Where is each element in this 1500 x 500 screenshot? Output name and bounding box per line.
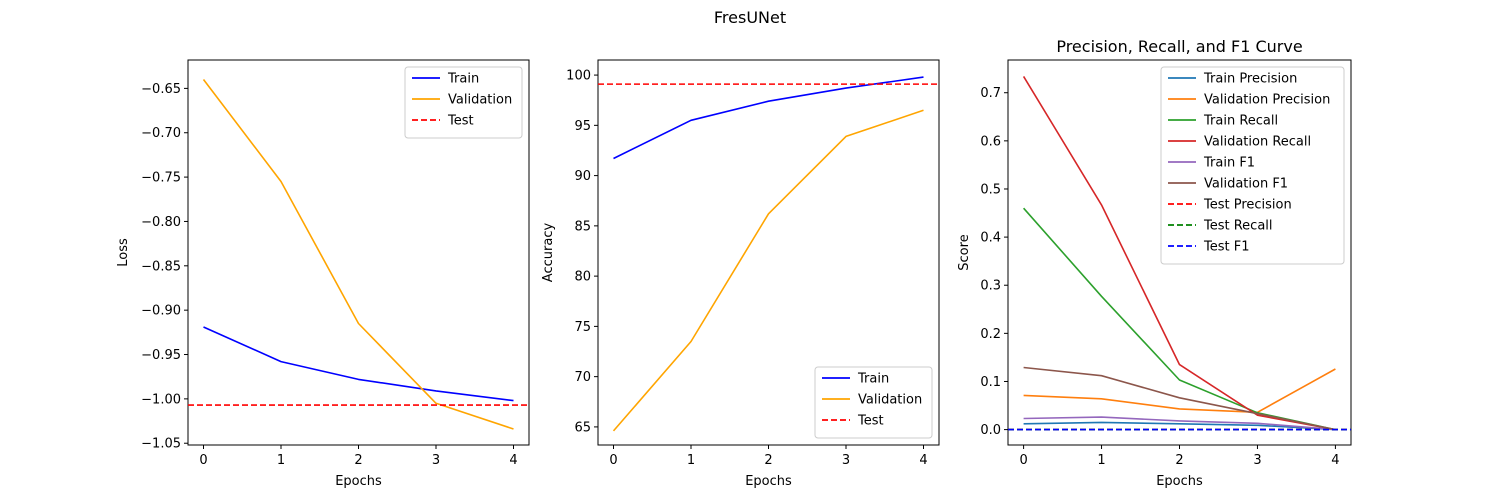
- y-tick-label: −1.00: [141, 392, 181, 407]
- legend-label: Train F1: [1203, 156, 1255, 171]
- y-tick-label: 100: [566, 69, 591, 84]
- y-tick-label: 95: [574, 119, 591, 134]
- y-tick-label: 0.6: [980, 134, 1001, 149]
- y-tick-label: −1.05: [141, 437, 181, 452]
- legend-label: Train Recall: [1203, 114, 1278, 129]
- x-tick-label: 1: [687, 453, 695, 468]
- legend-label: Validation: [448, 93, 512, 108]
- series-line-validation-f1: [1023, 366, 1336, 431]
- x-tick-label: 3: [1253, 453, 1261, 468]
- series-line-train: [203, 326, 514, 402]
- x-tick-label: 3: [842, 453, 850, 468]
- y-tick-label: 0.4: [980, 231, 1001, 246]
- y-axis-label: Loss: [116, 238, 131, 267]
- plot-area: [188, 79, 529, 430]
- legend-label: Test: [857, 414, 884, 429]
- legend-label: Test Recall: [1203, 219, 1273, 234]
- legend-box: [1160, 66, 1345, 265]
- y-tick-label: 0.7: [980, 86, 1001, 101]
- y-tick-label: 0.3: [980, 279, 1001, 294]
- x-tick-label: 2: [1175, 453, 1183, 468]
- x-tick-label: 0: [609, 453, 617, 468]
- y-tick-label: 80: [574, 270, 591, 285]
- y-tick-label: 0.5: [980, 182, 1001, 197]
- legend-label: Train Precision: [1203, 72, 1297, 87]
- y-tick-label: 70: [574, 370, 591, 385]
- panels: 0 1 2 3 4 −0.65 −0.70 −0.75 −0.80 −0.85 −0.90 −0.95…: [116, 37, 1352, 489]
- y-tick-label: 0.2: [980, 327, 1001, 342]
- x-tick-label: 3: [432, 453, 440, 468]
- x-axis-label: Epochs: [335, 474, 382, 489]
- series-line-validation-precision: [1023, 368, 1336, 414]
- legend-label: Test Precision: [1203, 198, 1292, 213]
- x-tick-label: 4: [1331, 453, 1339, 468]
- legend: Train Validation Test: [814, 366, 933, 439]
- series-line-train-precision: [1023, 421, 1336, 431]
- legend-label: Validation: [858, 393, 922, 408]
- x-tick-label: 0: [1019, 453, 1027, 468]
- series-line-validation-recall: [1022, 75, 1336, 431]
- legend-label: Test: [447, 114, 474, 129]
- chart-panel-2: 0 1 2 3 4 65 70 75 80 85 90 95 100 Epochs Accuracy Trai…: [541, 59, 940, 489]
- chart-panel-1: 0 1 2 3 4 −0.65 −0.70 −0.75 −0.80 −0.85 −0.90 −0.95…: [116, 59, 530, 489]
- legend-label: Train: [447, 72, 479, 87]
- x-tick-label: 4: [509, 453, 517, 468]
- y-tick-label: −0.95: [141, 348, 181, 363]
- figure-title: FresUNet: [714, 8, 786, 27]
- series-line-validation: [612, 109, 924, 432]
- legend-label: Train: [857, 372, 889, 387]
- y-tick-label: 75: [574, 320, 591, 335]
- legend: Train Validation Test: [404, 66, 523, 139]
- y-tick-label: −0.85: [141, 259, 181, 274]
- x-tick-label: 0: [199, 453, 207, 468]
- y-axis-label: Accuracy: [541, 223, 556, 283]
- y-tick-label: 0.0: [980, 423, 1001, 438]
- legend-label: Validation Recall: [1204, 135, 1311, 150]
- y-tick-label: 85: [574, 219, 591, 234]
- legend-label: Test F1: [1203, 240, 1249, 255]
- legend: Train Precision Validation Precision Train…: [1160, 66, 1345, 265]
- legend-label: Validation Precision: [1204, 93, 1330, 108]
- series-line-validation: [202, 79, 514, 430]
- chart-panel-3: Precision, Recall, and F1 Curve 0 1 2 3 4 0.0 0…: [957, 37, 1352, 489]
- y-tick-label: −0.90: [141, 304, 181, 319]
- x-tick-label: 2: [764, 453, 772, 468]
- series-line-train-f1: [1023, 416, 1336, 431]
- x-axis-label: Epochs: [745, 474, 792, 489]
- chart-title: Precision, Recall, and F1 Curve: [1056, 37, 1302, 56]
- x-tick-label: 1: [1097, 453, 1105, 468]
- plot-area: [598, 76, 939, 432]
- x-axis-label: Epochs: [1156, 474, 1203, 489]
- y-axis-label: Score: [957, 234, 972, 270]
- x-tick-label: 4: [919, 453, 927, 468]
- x-tick-label: 2: [354, 453, 362, 468]
- x-tick-label: 1: [277, 453, 285, 468]
- plot-area: [1008, 75, 1351, 431]
- y-tick-label: −0.80: [141, 215, 181, 230]
- y-tick-label: −0.75: [141, 171, 181, 186]
- legend-label: Validation F1: [1204, 177, 1288, 192]
- y-tick-label: 65: [574, 420, 591, 435]
- y-tick-label: −0.70: [141, 126, 181, 141]
- y-tick-label: 0.1: [980, 375, 1001, 390]
- y-tick-label: −0.65: [141, 82, 181, 97]
- y-tick-label: 90: [574, 169, 591, 184]
